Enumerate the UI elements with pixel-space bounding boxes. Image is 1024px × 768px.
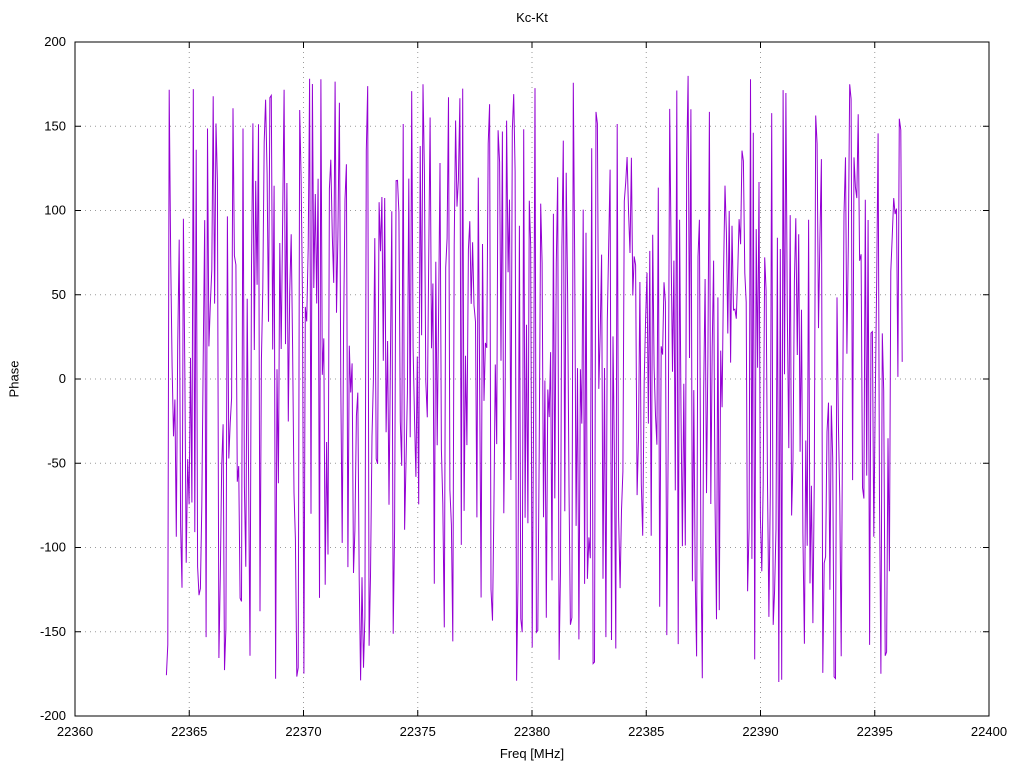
- y-tick-label: -200: [40, 708, 66, 723]
- y-tick-label: -50: [47, 455, 66, 470]
- x-axis-label: Freq [MHz]: [499, 746, 565, 761]
- chart-title: Kc-Kt: [516, 10, 548, 25]
- plot-border: [74, 41, 990, 717]
- x-tick-label: 22375: [400, 724, 436, 739]
- x-tick-label: 22395: [857, 724, 893, 739]
- phase-series-line: [165, 75, 903, 683]
- x-tick-label: 22360: [57, 724, 93, 739]
- x-tick-label: 22390: [742, 724, 778, 739]
- y-tick-label: 200: [44, 34, 66, 49]
- y-tick-label: 50: [52, 287, 66, 302]
- x-tick-label: 22400: [971, 724, 1007, 739]
- x-tick-label: 22370: [285, 724, 321, 739]
- x-tick-label: 22365: [171, 724, 207, 739]
- y-tick-label: 100: [44, 203, 66, 218]
- y-tick-label: -150: [40, 624, 66, 639]
- y-tick-label: 0: [59, 371, 66, 386]
- y-tick-label: 150: [44, 118, 66, 133]
- x-tick-label: 22380: [514, 724, 550, 739]
- y-tick-label: -100: [40, 540, 66, 555]
- x-tick-label: 22385: [628, 724, 664, 739]
